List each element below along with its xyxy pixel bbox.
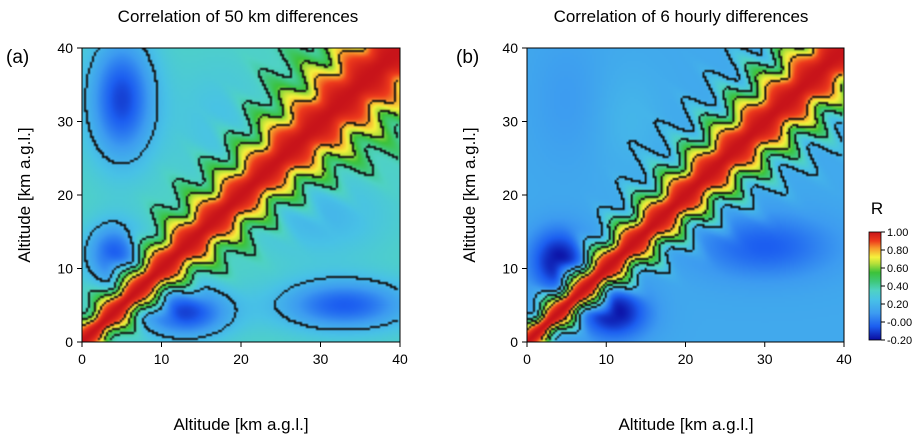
- panel-a-heatmap: [82, 48, 400, 342]
- panel-b-xtick-label: 0: [523, 351, 531, 367]
- panel-b-ticks: 0 10 20 30 40 0 10 20 30 40: [502, 40, 852, 367]
- panel-a-xlabel: Altitude [km a.g.l.]: [173, 415, 308, 434]
- colorbar-title: R: [871, 199, 883, 218]
- panel-b-ytick-label: 30: [502, 114, 518, 130]
- colorbar-tick-label: 0.60: [887, 263, 908, 275]
- panel-a-xtick-label: 20: [233, 351, 249, 367]
- panel-b-xtick-label: 30: [757, 351, 773, 367]
- colorbar-tick-label: -0.20: [887, 335, 912, 347]
- panel-b-label: (b): [456, 47, 479, 68]
- panel-b-ylabel: Altitude [km a.g.l.]: [460, 127, 479, 262]
- panel-b-title: Correlation of 6 hourly differences: [554, 7, 809, 26]
- panel-a-ytick-label: 40: [57, 40, 73, 56]
- panel-a-ylabel: Altitude [km a.g.l.]: [15, 127, 34, 262]
- panel-a-xtick-label: 0: [78, 351, 86, 367]
- panel-a-title: Correlation of 50 km differences: [118, 7, 359, 26]
- panel-a-ytick-label: 30: [57, 114, 73, 130]
- panel-b-ytick-label: 40: [502, 40, 518, 56]
- panel-a-xtick-label: 10: [154, 351, 170, 367]
- panel-b-heatmap: [527, 48, 844, 342]
- panel-a-ytick-label: 0: [65, 334, 73, 350]
- panel-b-ytick-label: 0: [510, 334, 518, 350]
- panel-a-ticks: 0 10 20 30 40 0 10 20 30 40: [57, 40, 408, 367]
- panel-b-xtick-label: 20: [678, 351, 694, 367]
- panel-a-label: (a): [6, 47, 29, 68]
- colorbar-scale: [868, 231, 882, 341]
- colorbar-tick-label: 0.20: [887, 299, 908, 311]
- colorbar-tick-label: 1.00: [887, 227, 908, 239]
- panel-b-xtick-label: 10: [598, 351, 614, 367]
- panel-a-ytick-label: 10: [57, 261, 73, 277]
- panel-b: Correlation of 6 hourly differences (b) …: [456, 7, 852, 434]
- panel-b-ytick-label: 10: [502, 261, 518, 277]
- panel-a-xtick-label: 40: [392, 351, 408, 367]
- colorbar-tick-label: 0.80: [887, 245, 908, 257]
- colorbar: R 1.00 0.80 0.60 0.40 0.20 -0.00 -0.20: [868, 199, 912, 347]
- colorbar-tick-label: 0.40: [887, 281, 908, 293]
- panel-a: Correlation of 50 km differences (a) 0 10…: [6, 7, 408, 434]
- colorbar-tick-label: -0.00: [887, 317, 912, 329]
- colorbar-ticks: 1.00 0.80 0.60 0.40 0.20 -0.00 -0.20: [881, 227, 912, 347]
- panel-b-ytick-label: 20: [502, 187, 518, 203]
- panel-b-xtick-label: 40: [836, 351, 852, 367]
- panel-a-ytick-label: 20: [57, 187, 73, 203]
- panel-a-xtick-label: 30: [313, 351, 329, 367]
- panel-b-xlabel: Altitude [km a.g.l.]: [618, 415, 753, 434]
